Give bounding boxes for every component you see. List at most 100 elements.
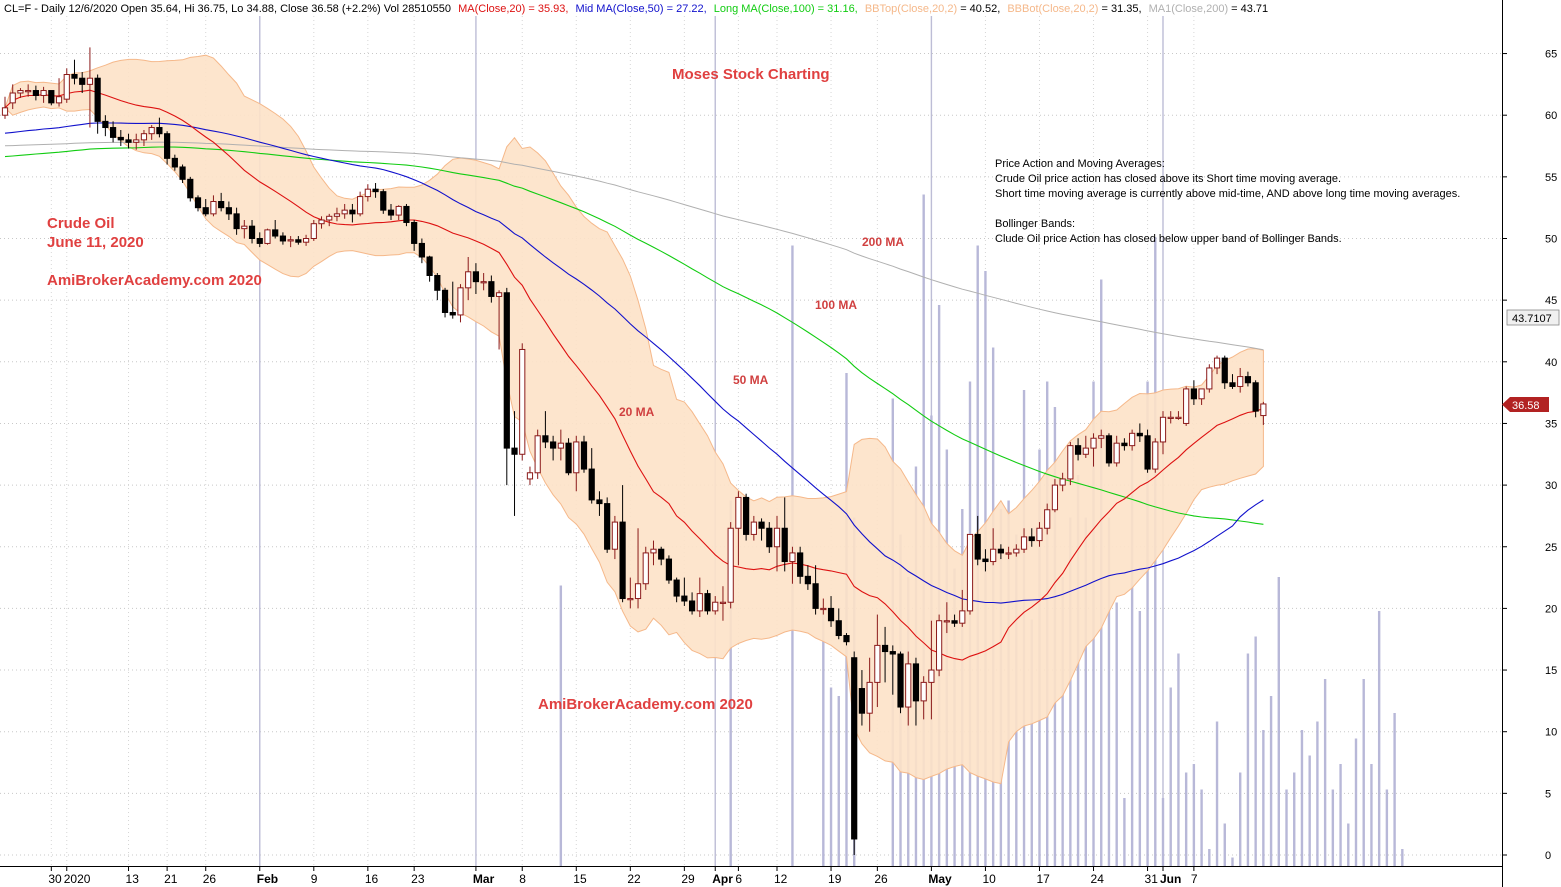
candle-body [611, 521, 618, 550]
candle-body [63, 74, 70, 100]
candle-body [495, 292, 503, 297]
candle-body [171, 157, 178, 168]
candle-body [1260, 403, 1267, 417]
candle-body [696, 593, 703, 612]
candle-body [712, 601, 719, 612]
volume-bar [1362, 679, 1365, 866]
candle-body [750, 521, 757, 535]
y-tick-label: 10 [1545, 727, 1557, 739]
candle-body [1221, 357, 1228, 384]
volume-bar [1169, 687, 1172, 866]
candle-body [997, 548, 1004, 554]
header-bbbot-name: BBBot(Close,20,2) [1007, 3, 1098, 15]
volume-bar [1308, 755, 1311, 866]
candle-body [665, 558, 673, 581]
instrument-label: Crude Oil [47, 215, 115, 232]
date-label: June 11, 2020 [47, 234, 144, 251]
candle-body [1190, 388, 1197, 400]
candle-body [534, 435, 541, 474]
candle-body [1090, 437, 1097, 449]
candle-body [503, 292, 510, 449]
candle-body [573, 441, 580, 474]
candle-body [264, 229, 271, 244]
candle-body [256, 238, 263, 244]
header-bbbot-value: = 31.35, [1098, 3, 1141, 15]
analysis-notes: Price Action and Moving Averages: Crude … [995, 157, 1465, 247]
candle-body [526, 472, 534, 480]
candle-body [743, 496, 750, 535]
x-tick-label: Mar [473, 872, 495, 886]
x-tick-label: 19 [828, 872, 842, 886]
candle-body [233, 213, 240, 230]
ma100-line [4, 146, 1264, 525]
x-tick-label: May [928, 872, 952, 886]
candle-body [550, 441, 557, 449]
candle-body [1105, 435, 1113, 464]
x-tick-label: 21 [164, 872, 178, 886]
candle-body [1067, 445, 1074, 480]
candle-body [1051, 484, 1059, 511]
candle-body [1036, 527, 1043, 542]
site-label-bottom: AmiBrokerAcademy.com 2020 [538, 696, 753, 713]
candle-body [109, 127, 117, 138]
y-tick-label: 30 [1545, 480, 1557, 492]
candle-body [642, 552, 649, 585]
candle-body [1252, 382, 1259, 412]
volume-bar [1069, 517, 1072, 866]
candle-body [9, 92, 16, 104]
candle-body [866, 681, 873, 714]
volume-bar [1385, 789, 1389, 866]
candle-body [310, 223, 317, 239]
x-tick-label: 16 [365, 872, 379, 886]
y-tick-label: 25 [1545, 542, 1557, 554]
volume-bar [1177, 653, 1180, 866]
candle-body [881, 644, 889, 653]
candle-body [820, 607, 827, 611]
candle-body [688, 600, 696, 612]
candle-body [148, 127, 155, 135]
candle-body [1013, 548, 1020, 554]
candle-body [681, 595, 688, 602]
candle-body [619, 521, 626, 600]
x-tick-label: 26 [203, 872, 217, 886]
volume-bar [1161, 798, 1165, 866]
volume-bar [729, 500, 732, 866]
candle-body [1028, 536, 1035, 542]
volume-bar [1354, 738, 1358, 866]
x-tick-label: 15 [573, 872, 587, 886]
candle-body [1082, 447, 1089, 455]
candle-body [936, 620, 943, 671]
candle-body [17, 90, 24, 94]
candle-body [1020, 536, 1028, 550]
header-symbol: CL=F - Daily 12/6/2020 Open 35.64, Hi 36… [4, 3, 451, 15]
y-tick-label: 55 [1545, 172, 1557, 184]
candle-body [1198, 388, 1205, 400]
ma200-label: 200 MA [862, 235, 904, 249]
candle-body [1144, 435, 1151, 470]
volume-bar [1401, 849, 1404, 866]
volume-bar [1347, 823, 1350, 866]
ma200-value-text: 43.7107 [1512, 313, 1552, 325]
candle-body [248, 225, 256, 239]
volume-bar [829, 687, 833, 866]
candle-body [990, 548, 997, 563]
x-tick-label: 2020 [64, 872, 91, 886]
candle-body [851, 657, 858, 840]
volume-bar [1138, 611, 1142, 866]
candle-body [959, 610, 966, 624]
candle-body [457, 287, 464, 316]
candle-body [465, 271, 472, 289]
candle-body [295, 239, 302, 243]
candle-body [1113, 442, 1120, 464]
volume-bar [1331, 789, 1335, 866]
candle-body [1121, 442, 1128, 447]
volume-bar [1300, 730, 1304, 866]
volume-bar [1285, 789, 1288, 866]
candle-body [1167, 416, 1174, 419]
volume-bar [1115, 602, 1118, 866]
volume-bar [1215, 721, 1219, 866]
candle-body [897, 653, 904, 708]
candle-body [511, 447, 518, 455]
